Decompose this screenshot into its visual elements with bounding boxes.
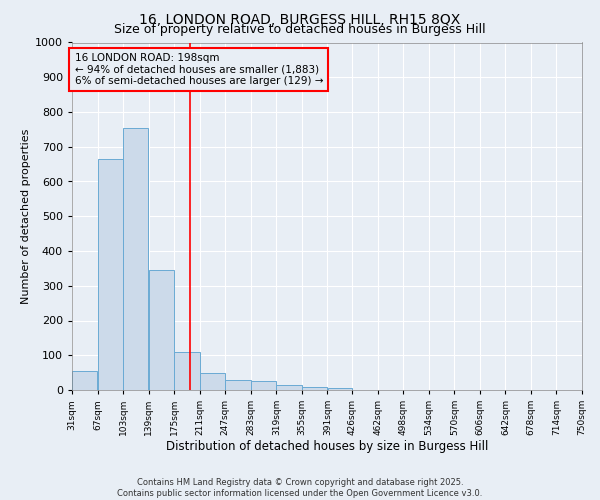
Bar [200, 372, 225, 390]
Bar [328, 388, 352, 390]
Text: Size of property relative to detached houses in Burgess Hill: Size of property relative to detached ho… [114, 22, 486, 36]
Bar [149, 270, 174, 390]
Bar [277, 385, 302, 390]
Text: 16, LONDON ROAD, BURGESS HILL, RH15 8QX: 16, LONDON ROAD, BURGESS HILL, RH15 8QX [139, 12, 461, 26]
Bar [123, 128, 148, 390]
Bar [251, 382, 276, 390]
Bar [175, 352, 199, 390]
X-axis label: Distribution of detached houses by size in Burgess Hill: Distribution of detached houses by size … [166, 440, 488, 452]
Text: Contains HM Land Registry data © Crown copyright and database right 2025.
Contai: Contains HM Land Registry data © Crown c… [118, 478, 482, 498]
Bar [98, 159, 123, 390]
Y-axis label: Number of detached properties: Number of detached properties [21, 128, 31, 304]
Bar [302, 386, 327, 390]
Bar [226, 380, 251, 390]
Bar [72, 371, 97, 390]
Text: 16 LONDON ROAD: 198sqm
← 94% of detached houses are smaller (1,883)
6% of semi-d: 16 LONDON ROAD: 198sqm ← 94% of detached… [74, 53, 323, 86]
